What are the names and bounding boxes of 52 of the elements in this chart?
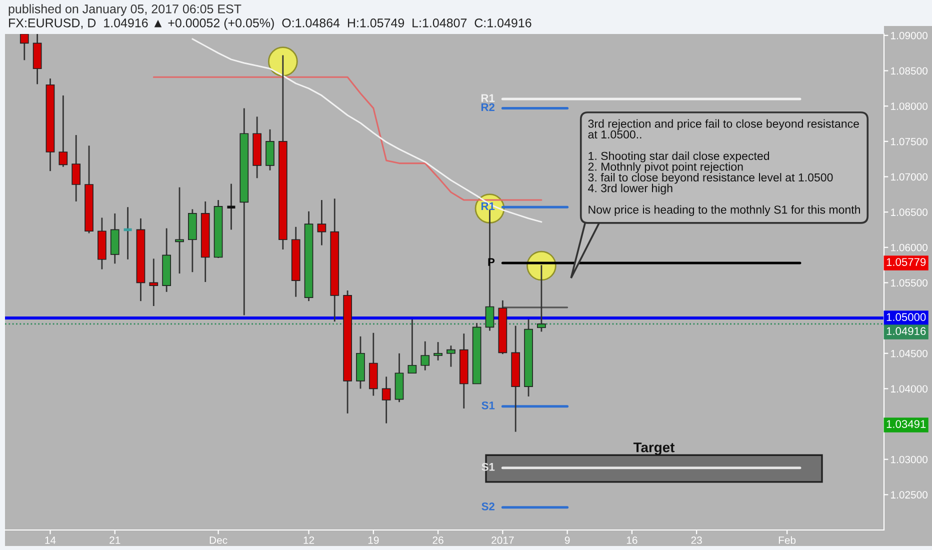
candlestick xyxy=(434,341,442,362)
candlestick xyxy=(72,134,81,202)
y-tick-label: 1.06000 xyxy=(891,244,928,252)
y-tick-label: 1.04500 xyxy=(891,350,928,358)
band-label: Target xyxy=(633,442,675,456)
candlestick xyxy=(408,318,417,374)
text: 1.05779 xyxy=(886,258,926,266)
ref-line-label: 1.04916 xyxy=(886,327,926,336)
series-label: S1 xyxy=(482,401,495,410)
x-tick-label: 2017 xyxy=(492,536,514,544)
y-tick-label: 1.05500 xyxy=(891,279,928,287)
candlestick xyxy=(149,258,158,307)
y-tick-label: 1.07500 xyxy=(891,138,928,146)
text: 1.03491 xyxy=(886,420,926,428)
chart-title: FX:EURUSD, D 1.04916 ▲ +0.00052 (+0.05%) O:1.04864 H:1.05749 L:1.04807 C:1.04916 xyxy=(9,18,532,30)
x-tick-label: 12 xyxy=(304,536,314,544)
ref-line-label: 1.05000 xyxy=(886,313,926,322)
y-tick-label: 1.03000 xyxy=(891,456,928,464)
x-tick-label: 26 xyxy=(432,536,444,544)
candlestick xyxy=(485,209,494,332)
y-tick-label: 1.07000 xyxy=(891,173,928,181)
x-tick-label: 14 xyxy=(45,536,56,544)
line-series xyxy=(152,76,542,201)
candlestick xyxy=(382,376,391,424)
candlestick xyxy=(420,340,430,372)
candlestick xyxy=(58,94,68,168)
y-tick-label: 1.06500 xyxy=(891,208,928,216)
x-tick-label: 9 xyxy=(564,536,570,544)
line-series xyxy=(192,38,542,223)
x-tick-label: Dec xyxy=(210,536,228,544)
x-tick-label: 19 xyxy=(368,536,379,544)
point xyxy=(268,46,298,76)
y-tick-label: 1.09000 xyxy=(891,32,928,40)
y-tick-label: 1.02500 xyxy=(891,491,928,499)
series-label: S2 xyxy=(482,502,494,510)
candlestick xyxy=(20,34,29,61)
series-label: R1 xyxy=(481,202,495,210)
candlestick xyxy=(537,264,546,332)
annotation: 3rd rejection and price fail to close beyond resistance at 1.0500.. 1. Shooting star dail close expected 2. Mothnly pivot point rejection 3. fail to close beyond resistance level at 1.0500 4. 3rd lower high Now price is heading to the mothnly S1 for this month xyxy=(588,119,860,216)
y-tick-label: 1.08500 xyxy=(891,67,928,75)
y-tick-label: 1.08000 xyxy=(891,102,928,110)
x-tick-label: Feb xyxy=(778,536,796,544)
series-label: R1 xyxy=(481,94,495,102)
candlestick xyxy=(175,186,184,274)
candlestick xyxy=(317,199,326,246)
series-label: R2 xyxy=(481,103,494,112)
x-tick-label: 21 xyxy=(110,536,120,544)
candlestick xyxy=(446,344,456,368)
x-tick-label: 16 xyxy=(626,536,638,544)
chart-subtitle: published on January 05, 2017 06:05 EST xyxy=(8,4,242,16)
x-tick-label: 23 xyxy=(691,536,702,544)
y-tick-label: 1.04000 xyxy=(891,385,928,393)
